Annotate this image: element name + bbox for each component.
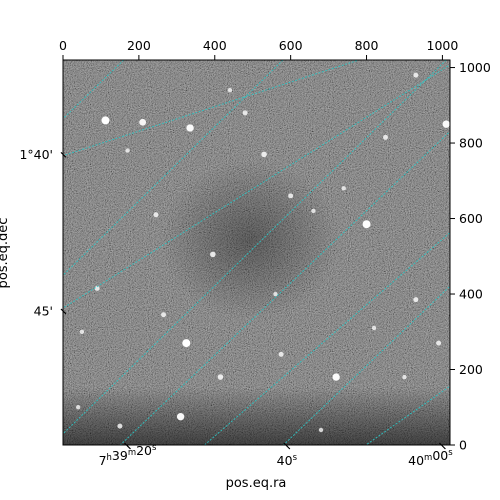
image-layer — [63, 60, 450, 445]
ra-tick-1 — [283, 442, 291, 450]
star-28 — [371, 325, 377, 331]
star-27 — [79, 329, 85, 334]
dec-tick-0 — [60, 151, 67, 158]
dec-tick-label-1: 45' — [34, 304, 53, 319]
star-8 — [210, 251, 216, 258]
ra-gridline-1 — [63, 60, 284, 276]
ra-tick-2 — [438, 442, 446, 450]
star-14 — [94, 285, 100, 291]
right-tick-label-3: 600 — [459, 211, 483, 226]
dec-tick-label-0: 1°40' — [19, 147, 53, 162]
top-tick-label-0: 0 — [59, 38, 67, 53]
coordinate-grid — [63, 60, 450, 445]
ra-gridline-0 — [63, 60, 125, 120]
star-5 — [182, 339, 191, 348]
star-31 — [413, 72, 419, 78]
star-2 — [186, 124, 194, 132]
ra-tick-0 — [124, 442, 131, 450]
star-11 — [288, 193, 294, 199]
star-30 — [318, 427, 324, 433]
right-tick-label-4: 800 — [459, 136, 483, 151]
ra-axis: 7h39m20s 40s 40m00s — [99, 442, 453, 468]
star-7 — [176, 412, 185, 421]
star-22 — [402, 374, 407, 380]
star-3 — [442, 120, 450, 128]
plot-frame — [62, 59, 451, 446]
top-tick-label-4: 800 — [355, 38, 379, 53]
ra-tick-label-2: 40m00s — [408, 448, 453, 468]
star-15 — [383, 134, 388, 140]
top-tick-label-2: 400 — [203, 38, 227, 53]
star-6 — [332, 373, 340, 381]
star-20 — [117, 423, 123, 429]
right-tick-label-0: 0 — [459, 438, 467, 453]
star-12 — [217, 374, 224, 380]
y-axis-title: pos.eq.dec — [0, 218, 11, 289]
star-0 — [101, 116, 110, 125]
dec-gridline-2 — [119, 130, 450, 445]
star-25 — [125, 148, 130, 153]
star-17 — [436, 340, 442, 346]
ra-tick-label-0: 7h39m20s — [99, 443, 157, 468]
star-24 — [341, 186, 346, 191]
right-pixel-axis: 0 200 400 600 800 1000 — [450, 60, 491, 453]
star-16 — [413, 297, 419, 303]
top-pixel-axis: 0 200 400 600 800 1000 — [59, 38, 458, 60]
star-23 — [311, 208, 316, 214]
top-tick-label-5: 1000 — [427, 38, 459, 53]
ra-gridline-3 — [203, 231, 450, 445]
right-tick-label-2: 400 — [459, 287, 483, 302]
edge-fade — [63, 60, 450, 445]
top-tick-label-1: 200 — [127, 38, 151, 53]
right-tick-label-5: 1000 — [459, 60, 491, 75]
right-tick-label-1: 200 — [459, 362, 483, 377]
dec-gridline-0 — [63, 60, 360, 157]
stars-layer — [75, 72, 450, 433]
x-axis-title: pos.eq.ra — [226, 476, 287, 491]
star-4 — [362, 220, 371, 229]
star-29 — [273, 291, 278, 297]
top-tick-label-3: 600 — [279, 38, 303, 53]
dec-tick-1 — [60, 308, 67, 315]
star-18 — [161, 312, 167, 318]
ra-tick-label-1: 40s — [277, 453, 298, 468]
star-21 — [75, 405, 81, 410]
star-10 — [153, 212, 159, 218]
star-19 — [242, 110, 248, 116]
star-26 — [227, 87, 233, 93]
star-1 — [139, 118, 147, 126]
dec-axis: 1°40' 45' — [19, 147, 67, 319]
star-9 — [261, 151, 267, 158]
star-13 — [278, 351, 284, 357]
dec-gridline-1 — [63, 64, 450, 309]
